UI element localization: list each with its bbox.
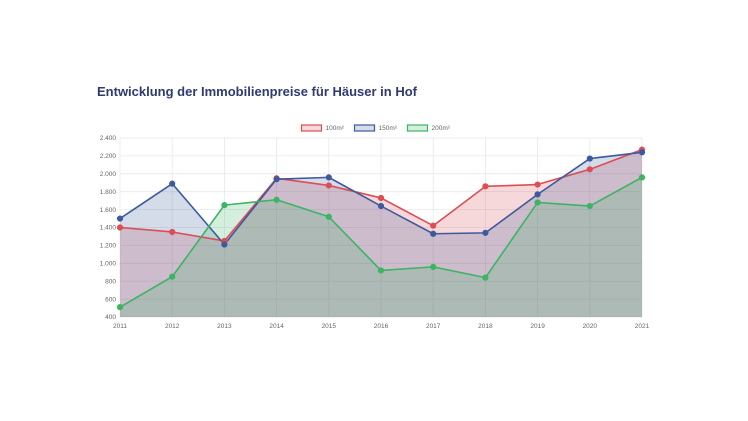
data-point[interactable] (586, 202, 593, 210)
data-point[interactable] (325, 174, 332, 181)
data-point[interactable] (482, 183, 489, 190)
data-point[interactable] (325, 182, 332, 189)
data-point[interactable] (482, 229, 489, 236)
chart-axis-labels: 400 600 800 1.000 1.200 1.400 1.600 1.800 2.000 2… (100, 135, 650, 330)
data-point[interactable] (430, 230, 437, 237)
data-point[interactable] (534, 191, 541, 198)
y-tick-label: 600 (105, 296, 116, 303)
data-point[interactable] (430, 222, 437, 229)
x-tick-label: 2019 (530, 323, 545, 330)
data-point[interactable] (273, 176, 280, 183)
y-tick-label: 1.000 (100, 261, 117, 268)
y-tick-label: 400 (105, 314, 116, 321)
y-tick-label: 1.400 (100, 225, 117, 232)
data-point[interactable] (221, 241, 228, 248)
data-point[interactable] (638, 149, 646, 156)
data-point[interactable] (482, 274, 489, 281)
y-tick-label: 1.800 (100, 189, 117, 196)
x-tick-label: 2014 (269, 323, 284, 330)
chart-grid (119, 137, 643, 318)
series-area-0 (120, 149, 642, 317)
y-tick-label: 2.000 (100, 171, 117, 178)
x-tick-label: 2017 (426, 323, 441, 330)
data-point[interactable] (169, 180, 176, 187)
data-point[interactable] (169, 228, 176, 236)
data-point[interactable] (116, 215, 124, 222)
y-tick-label: 1.200 (100, 243, 117, 250)
x-tick-label: 2018 (478, 323, 493, 330)
legend-item-1[interactable]: 150m² (353, 124, 398, 132)
series-area-1 (120, 152, 642, 317)
chart-points (116, 146, 646, 311)
data-point[interactable] (377, 267, 385, 274)
legend-label: 100m² (326, 125, 345, 132)
legend-swatch (353, 124, 376, 132)
legend-label: 150m² (379, 125, 398, 132)
legend-swatch (300, 124, 323, 132)
data-point[interactable] (430, 263, 437, 270)
data-point[interactable] (169, 273, 176, 280)
data-point[interactable] (116, 304, 124, 311)
data-point[interactable] (638, 174, 646, 181)
data-point[interactable] (377, 202, 385, 210)
data-point[interactable] (221, 202, 228, 209)
data-point[interactable] (586, 155, 593, 162)
x-tick-label: 2012 (165, 323, 180, 330)
y-tick-label: 800 (105, 278, 116, 285)
data-point[interactable] (325, 213, 332, 220)
data-point[interactable] (273, 196, 280, 203)
chart-legend[interactable]: 100m² 150m² 200m² (300, 124, 451, 132)
data-point[interactable] (116, 224, 124, 231)
x-tick-label: 2013 (217, 323, 232, 330)
legend-item-2[interactable]: 200m² (406, 124, 451, 132)
data-point[interactable] (586, 166, 593, 173)
legend-item-0[interactable]: 100m² (300, 124, 345, 132)
x-tick-label: 2011 (113, 323, 127, 330)
data-point[interactable] (534, 181, 541, 188)
y-tick-label: 2.200 (100, 153, 117, 160)
y-tick-label: 1.600 (100, 207, 117, 214)
data-point[interactable] (377, 194, 385, 202)
legend-label: 200m² (432, 125, 451, 132)
x-tick-label: 2020 (583, 323, 598, 330)
data-point[interactable] (534, 199, 541, 206)
legend-swatch (406, 124, 429, 132)
y-tick-label: 2.400 (100, 135, 117, 142)
chart-title: Entwicklung der Immobilienpreise für Häu… (97, 84, 417, 99)
x-tick-label: 2016 (374, 323, 389, 330)
x-tick-label: 2021 (635, 323, 650, 330)
x-tick-label: 2015 (322, 323, 337, 330)
